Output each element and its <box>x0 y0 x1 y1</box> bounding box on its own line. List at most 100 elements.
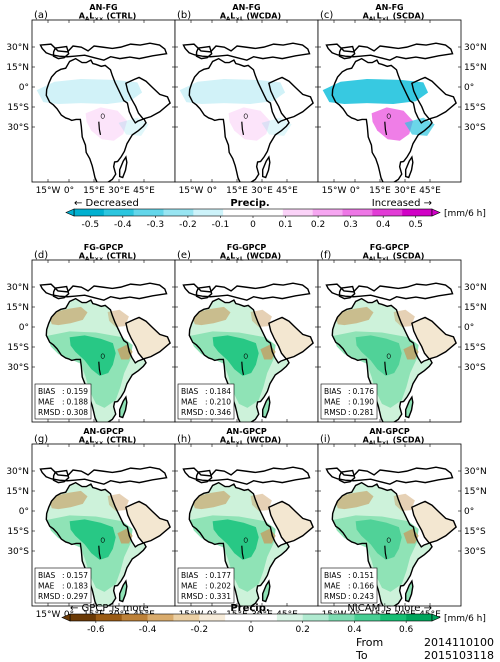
lat-label: 30°N <box>6 283 29 293</box>
panel-experiment: AAL×× (CTRL) <box>79 12 136 23</box>
lat-label: 30°N <box>6 467 29 477</box>
colorbar1-bin <box>163 209 194 216</box>
colorbar1-bin <box>193 209 224 216</box>
panel-title: AN-FG <box>375 3 403 12</box>
stat-colon: : <box>205 582 208 591</box>
lat-label: 30°S <box>464 363 486 373</box>
stat-colon: : <box>348 387 351 396</box>
stat-label: RMSD <box>181 592 203 601</box>
lat-label: 30°S <box>464 547 486 557</box>
panel-experiment: AALL×L (SCDA) <box>363 12 425 23</box>
colorbar1-tick-label: 0.3 <box>343 220 357 230</box>
stat-value: 0.202 <box>210 582 232 591</box>
colorbar2-bin <box>406 614 433 621</box>
colorbar-bias: ← GPCP is more Precip. NICAM is more → [… <box>61 603 486 635</box>
stat-value: 0.243 <box>353 592 375 601</box>
colorbar2-unit: [mm/6 h] <box>444 614 486 624</box>
lat-label: 15°N <box>464 487 487 497</box>
lon-label: 15°W <box>322 186 347 196</box>
stat-value: 0.308 <box>67 408 89 417</box>
lat-label: 30°S <box>7 363 29 373</box>
colorbar2-bin <box>251 614 278 621</box>
colorbar1-right-extension <box>431 208 441 217</box>
panel-title: AN-GPCP <box>226 427 267 436</box>
stat-label: BIAS <box>181 571 198 580</box>
lat-label: 15°N <box>6 487 29 497</box>
colorbar1-tick-label: 0.1 <box>278 220 292 230</box>
panel-letter: (h) <box>177 434 191 445</box>
stat-colon: : <box>62 582 65 591</box>
lat-label: 30°S <box>7 547 29 557</box>
lon-label: 0° <box>207 186 217 196</box>
colorbar2-tick-label: -0.4 <box>139 625 157 635</box>
stat-value: 0.177 <box>210 571 232 580</box>
stat-label: RMSD <box>181 408 203 417</box>
colorbar1-tick-label: -0.4 <box>114 220 132 230</box>
stat-label: RMSD <box>38 592 60 601</box>
lon-label: 30°E <box>108 186 130 196</box>
stat-label: BIAS <box>324 571 341 580</box>
panel-title: FG-GPCP <box>84 243 124 252</box>
stat-colon: : <box>205 387 208 396</box>
stat-value: 0.346 <box>210 408 232 417</box>
lat-label: 0° <box>464 507 474 517</box>
stat-colon: : <box>205 408 208 417</box>
lat-label: 0° <box>19 507 29 517</box>
stat-label: MAE <box>38 582 55 591</box>
lon-label: 0° <box>350 186 360 196</box>
colorbar2-tick-label: 0.2 <box>296 625 310 635</box>
stat-colon: : <box>348 582 351 591</box>
colorbar1-left-extension <box>65 208 75 217</box>
stat-label: BIAS <box>38 387 55 396</box>
lon-label: 45°E <box>419 186 441 196</box>
lat-label: 0° <box>19 323 29 333</box>
stat-label: RMSD <box>38 408 60 417</box>
lon-label: 0° <box>64 186 74 196</box>
colorbar2-right-note: NICAM is more → <box>347 603 432 614</box>
lon-label: 15°W <box>36 610 61 620</box>
lat-label: 15°S <box>7 527 29 537</box>
colorbar2-tick-label: 0 <box>248 625 254 635</box>
colorbar1-bin <box>74 209 105 216</box>
colorbar1-tick-label: 0.5 <box>409 220 423 230</box>
colorbar1-tick-label: -0.3 <box>147 220 165 230</box>
colorbar1-bin <box>342 209 373 216</box>
panel-letter: (d) <box>34 250 48 261</box>
stat-value: 0.210 <box>210 398 232 407</box>
lat-label: 30°S <box>7 123 29 133</box>
panel-experiment: AALL×L (SCDA) <box>363 252 425 263</box>
stat-value: 0.183 <box>67 582 89 591</box>
lat-label: 30°N <box>6 43 29 53</box>
colorbar1-tick-label: -0.5 <box>81 220 99 230</box>
lon-label: 15°W <box>36 186 61 196</box>
stat-label: MAE <box>324 582 341 591</box>
stat-value: 0.151 <box>353 571 375 580</box>
colorbar2-bin <box>121 614 148 621</box>
panel-title: AN-GPCP <box>83 427 124 436</box>
lat-label: 15°N <box>464 63 487 73</box>
colorbar1-bin <box>282 209 313 216</box>
panel-experiment: AAL×× (CTRL) <box>79 252 136 263</box>
lat-label: 30°S <box>464 123 486 133</box>
stat-value: 0.281 <box>353 408 375 417</box>
colorbar-difference: ← Decreased Precip. Increased → [mm/6 h]… <box>65 198 486 230</box>
stat-label: MAE <box>181 582 198 591</box>
stat-colon: : <box>205 398 208 407</box>
lat-label: 30°N <box>464 283 487 293</box>
colorbar1-left-note: ← Decreased <box>74 198 139 209</box>
colorbar2-right-extension <box>431 613 441 622</box>
colorbar1-title: Precip. <box>230 198 269 209</box>
colorbar2-bin <box>147 614 174 621</box>
stat-colon: : <box>348 408 351 417</box>
lat-label: 15°S <box>464 527 486 537</box>
panel-title: FG-GPCP <box>227 243 267 252</box>
period-from-value: 2014110100 <box>424 636 494 649</box>
colorbar2-tick-label: 0.4 <box>347 625 362 635</box>
lat-label: 15°S <box>7 103 29 113</box>
